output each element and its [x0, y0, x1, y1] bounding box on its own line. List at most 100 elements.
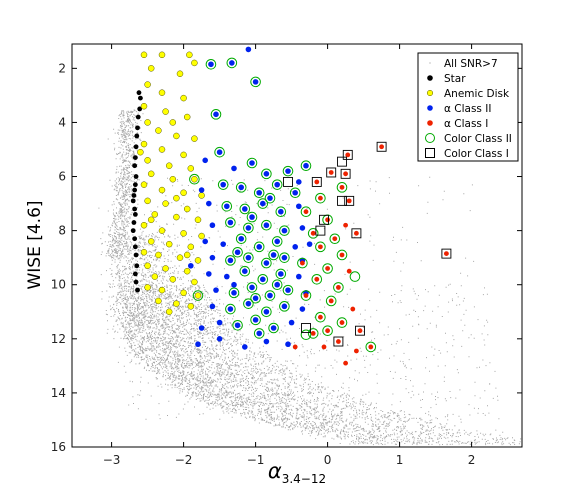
point-alpha-class-ii	[227, 257, 234, 264]
point-color-class-ii	[300, 329, 312, 341]
point-alpha-class-i	[300, 260, 305, 266]
point-anemic-disk	[151, 211, 159, 218]
point-alpha-class-i	[343, 171, 348, 177]
point-anemic-disk	[155, 297, 162, 305]
point-anemic-disk	[158, 227, 166, 234]
point-anemic-disk	[194, 292, 202, 299]
point-alpha-class-i	[350, 306, 356, 312]
point-alpha-class-ii	[306, 241, 313, 247]
point-anemic-disk	[176, 70, 184, 78]
point-color-class-ii	[243, 298, 254, 309]
point-color-class-ii	[279, 225, 290, 236]
point-color-class-i	[340, 168, 351, 179]
point-star	[131, 193, 137, 198]
point-alpha-class-ii	[263, 171, 270, 177]
point-color-class-ii	[261, 168, 272, 180]
point-alpha-class-ii	[252, 295, 259, 302]
point-color-class-ii	[261, 257, 272, 269]
point-star	[138, 95, 143, 101]
point-anemic-disk	[158, 286, 166, 294]
legend-marker	[427, 105, 433, 111]
point-anemic-disk	[144, 284, 151, 291]
point-color-class-ii	[214, 146, 225, 158]
point-anemic-disk	[187, 165, 195, 172]
point-alpha-class-ii	[234, 322, 241, 329]
point-alpha-class-ii	[296, 179, 302, 185]
legend-entry-star: Star	[427, 73, 466, 85]
point-alpha-class-ii	[224, 203, 230, 210]
point-alpha-class-i	[314, 179, 320, 185]
point-anemic-disk	[194, 257, 202, 264]
point-color-class-i	[333, 336, 344, 347]
point-alpha-class-ii	[292, 189, 299, 196]
point-alpha-class-ii	[216, 336, 223, 342]
point-color-class-ii	[333, 282, 344, 293]
point-anemic-disk	[198, 232, 205, 240]
point-anemic-disk	[147, 216, 155, 224]
series-layer	[130, 46, 452, 366]
point-alpha-class-ii	[195, 341, 201, 348]
point-alpha-class-i	[318, 314, 323, 320]
point-alpha-class-ii	[231, 165, 237, 172]
x-tick-label: −3	[103, 453, 121, 467]
point-alpha-class-ii	[270, 325, 277, 331]
point-anemic-disk	[194, 216, 202, 224]
point-color-class-ii	[336, 182, 348, 193]
gray-population-points	[98, 109, 522, 446]
point-star	[131, 220, 137, 225]
point-alpha-class-ii	[270, 252, 277, 258]
point-anemic-disk	[173, 300, 180, 307]
point-alpha-class-i	[346, 198, 352, 204]
point-anemic-disk	[187, 303, 195, 310]
legend-entry-all-snr-7: All SNR>7	[429, 58, 498, 70]
point-alpha-class-ii	[242, 344, 248, 350]
point-alpha-class-ii	[274, 238, 281, 245]
point-color-class-i	[337, 195, 347, 206]
point-color-class-i	[376, 141, 387, 152]
point-color-class-ii	[271, 179, 283, 190]
point-alpha-class-ii	[249, 214, 255, 220]
point-color-class-ii	[275, 206, 287, 217]
point-alpha-class-ii	[256, 244, 263, 250]
point-color-class-ii	[325, 295, 337, 307]
point-color-class-ii	[246, 211, 258, 223]
point-alpha-class-ii	[198, 325, 205, 331]
point-color-class-i	[301, 323, 311, 333]
point-alpha-class-i	[354, 230, 359, 236]
point-star	[132, 182, 138, 188]
point-anemic-disk	[183, 113, 191, 121]
point-alpha-class-ii	[260, 276, 266, 283]
point-anemic-disk	[147, 65, 155, 72]
legend-marker	[427, 75, 433, 81]
point-alpha-class-i	[318, 244, 323, 250]
legend-label: All SNR>7	[444, 58, 498, 70]
point-alpha-class-ii	[263, 260, 270, 266]
x-tick-label: 1	[396, 453, 404, 467]
point-color-class-ii	[210, 109, 222, 120]
point-color-class-ii	[246, 157, 258, 169]
point-anemic-disk	[140, 181, 148, 188]
point-anemic-disk	[144, 197, 151, 205]
point-color-class-ii	[268, 249, 279, 261]
point-alpha-class-ii	[256, 330, 263, 337]
point-anemic-disk	[173, 213, 180, 221]
legend-box	[417, 52, 519, 162]
point-star	[130, 228, 136, 234]
point-alpha-class-i	[354, 348, 359, 354]
point-alpha-class-ii	[267, 195, 273, 201]
point-anemic-disk	[187, 243, 195, 251]
point-alpha-class-ii	[209, 254, 216, 261]
point-anemic-disk	[191, 59, 198, 67]
point-anemic-disk	[180, 189, 187, 197]
point-color-class-ii	[228, 287, 240, 299]
point-color-class-i	[441, 248, 452, 259]
point-color-class-ii	[279, 252, 290, 263]
point-color-class-i	[283, 176, 293, 187]
point-alpha-class-ii	[213, 287, 219, 293]
legend-entry-color-class-ii: Color Class II	[425, 133, 512, 145]
point-anemic-disk	[191, 135, 198, 142]
point-star	[136, 90, 142, 96]
x-tick-label: 2	[468, 453, 476, 467]
point-alpha-class-i	[357, 328, 363, 334]
